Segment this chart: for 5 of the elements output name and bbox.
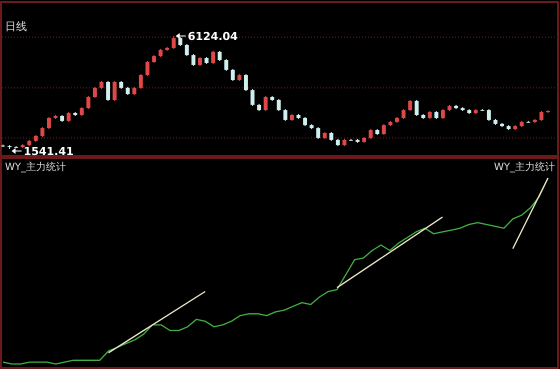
annotation: 1541.41 [24, 145, 74, 158]
chart-title: 日线 [5, 20, 27, 33]
chart-title: WY_主力统计 [5, 161, 66, 173]
text: WY_主力统计 [494, 161, 555, 173]
annotation: 6124.04 [188, 30, 238, 43]
